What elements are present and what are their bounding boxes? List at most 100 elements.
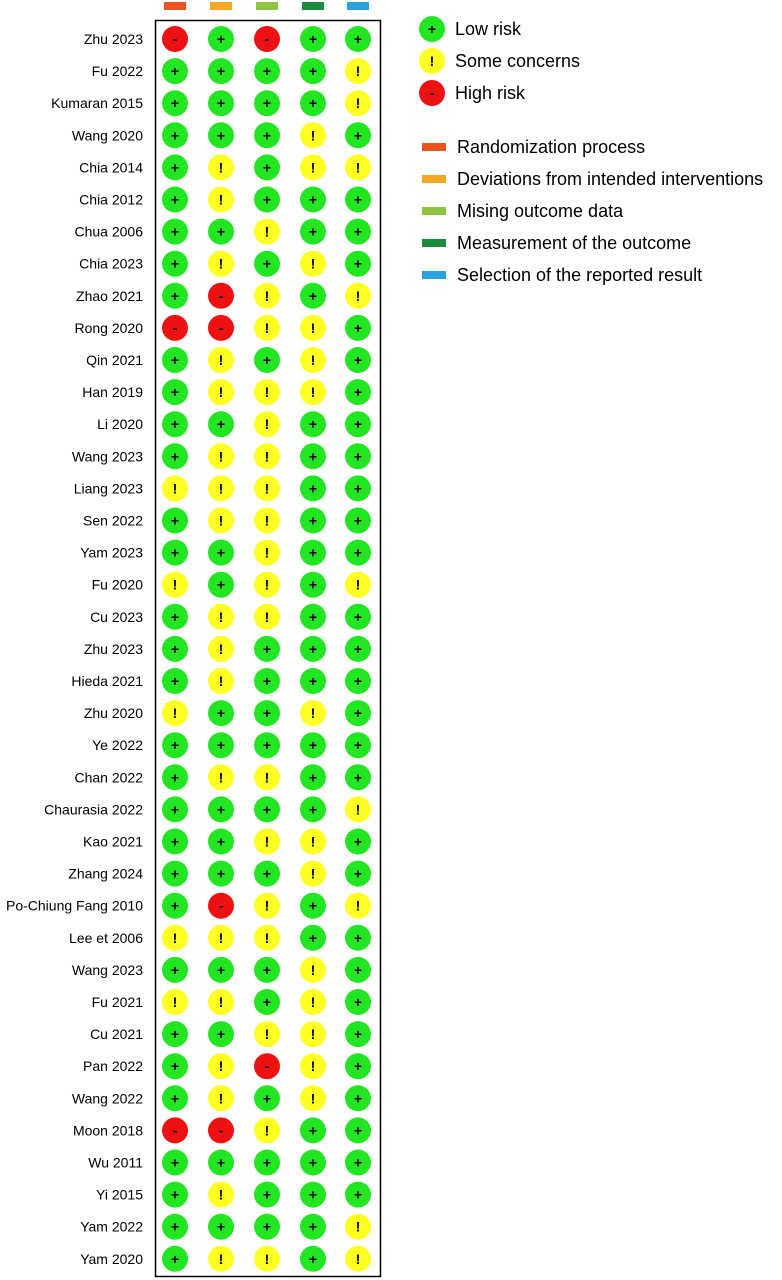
low-symbol: + xyxy=(309,513,317,529)
low-symbol: + xyxy=(309,224,317,240)
some-symbol: ! xyxy=(311,384,316,400)
low-circle xyxy=(162,411,188,438)
rating-dot-domain-3: ! xyxy=(254,411,280,438)
low-circle xyxy=(345,379,371,406)
low-symbol: + xyxy=(263,352,271,368)
low-symbol: + xyxy=(171,288,179,304)
rating-dot-domain-2: + xyxy=(208,26,234,52)
rating-dot-domain-5: + xyxy=(345,539,371,566)
low-circle xyxy=(208,411,234,438)
study-row: Wang 2023 + + +! + xyxy=(72,956,371,983)
low-circle xyxy=(208,122,234,149)
study-label: Chaurasia 2022 xyxy=(44,801,143,817)
rating-dot-domain-1: ! xyxy=(162,571,188,598)
legend-low-dot: + xyxy=(419,16,445,42)
low-symbol: + xyxy=(354,320,362,336)
low-symbol: + xyxy=(309,737,317,753)
rating-dot-domain-4: + xyxy=(300,796,326,823)
low-circle xyxy=(254,700,280,727)
rating-dot-domain-3: ! xyxy=(254,314,280,341)
some-circle xyxy=(208,1085,234,1112)
some-symbol: ! xyxy=(219,930,224,946)
low-circle xyxy=(345,539,371,566)
some-symbol: ! xyxy=(219,480,224,496)
study-label: Fu 2022 xyxy=(92,63,144,79)
low-symbol: + xyxy=(171,834,179,850)
low-circle xyxy=(254,635,280,662)
some-symbol: ! xyxy=(219,448,224,464)
study-row: Sen 2022 +!! + + xyxy=(83,507,371,534)
rating-dot-domain-5: + xyxy=(345,603,371,630)
some-circle xyxy=(345,154,371,181)
high-circle xyxy=(208,892,234,919)
rating-dot-domain-3: ! xyxy=(254,924,280,951)
rating-dot-domain-1: - xyxy=(162,314,188,341)
some-circle xyxy=(300,250,326,277)
low-symbol: + xyxy=(354,480,362,496)
study-row: Chia 2014 +! +!! xyxy=(79,154,371,181)
some-circle xyxy=(345,571,371,598)
rating-dot-domain-4: + xyxy=(300,90,326,117)
study-row: Fu 2021!! +! + xyxy=(92,989,371,1015)
low-circle xyxy=(162,764,188,791)
rating-dot-domain-5: + xyxy=(345,1053,371,1080)
some-symbol: ! xyxy=(265,320,270,336)
low-symbol: + xyxy=(171,866,179,882)
some-circle xyxy=(345,1245,371,1272)
rating-dot-domain-2: ! xyxy=(208,154,234,181)
rating-dot-domain-3: ! xyxy=(254,539,280,566)
low-symbol: + xyxy=(217,737,225,753)
study-row: Lee et 2006!!! + + xyxy=(69,924,371,951)
some-circle xyxy=(254,411,280,438)
rating-dot-domain-4: + xyxy=(300,892,326,919)
low-circle xyxy=(208,1021,234,1048)
low-circle xyxy=(345,828,371,855)
study-label: Cu 2023 xyxy=(90,609,143,625)
low-symbol: + xyxy=(263,1219,271,1235)
low-circle xyxy=(162,379,188,406)
rating-dot-domain-5: + xyxy=(345,860,371,887)
some-symbol: ! xyxy=(219,769,224,785)
domain-bar-3 xyxy=(256,2,278,10)
low-symbol: + xyxy=(217,1026,225,1042)
low-circle xyxy=(208,860,234,887)
domain-bar-5 xyxy=(347,2,369,10)
some-symbol: ! xyxy=(219,384,224,400)
low-circle xyxy=(300,571,326,598)
some-circle xyxy=(300,379,326,406)
study-row: Chia 2023 +! +! + xyxy=(79,250,371,277)
high-symbol: - xyxy=(219,288,224,304)
low-circle xyxy=(345,314,371,341)
low-symbol: + xyxy=(309,448,317,464)
high-symbol: - xyxy=(219,320,224,336)
low-symbol: + xyxy=(171,63,179,79)
low-symbol: + xyxy=(309,192,317,208)
rating-dot-domain-1: + xyxy=(162,603,188,630)
low-circle xyxy=(300,90,326,117)
low-symbol: + xyxy=(354,994,362,1010)
rating-dot-domain-5: + xyxy=(345,732,371,759)
some-symbol: ! xyxy=(265,480,270,496)
rating-dot-domain-4: ! xyxy=(300,700,326,727)
some-circle xyxy=(345,58,371,85)
rating-dot-domain-1: + xyxy=(162,1149,188,1176)
high-circle xyxy=(254,1053,280,1080)
some-circle xyxy=(208,603,234,630)
low-symbol: + xyxy=(263,641,271,657)
rating-dot-domain-2: + xyxy=(208,956,234,983)
some-circle xyxy=(208,250,234,277)
low-circle xyxy=(345,475,371,502)
low-symbol: + xyxy=(354,609,362,625)
some-circle xyxy=(162,989,188,1015)
study-row: Cu 2021 + +!! + xyxy=(90,1021,371,1048)
some-symbol: ! xyxy=(219,1090,224,1106)
rating-dot-domain-5: + xyxy=(345,989,371,1015)
rating-dot-domain-5: + xyxy=(345,507,371,534)
study-label: Wu 2011 xyxy=(88,1155,143,1171)
some-circle xyxy=(345,796,371,823)
some-symbol: ! xyxy=(311,994,316,1010)
some-symbol: ! xyxy=(356,898,361,914)
rating-dot-domain-2: + xyxy=(208,218,234,245)
rating-dot-domain-3: ! xyxy=(254,1117,280,1144)
low-circle xyxy=(208,218,234,245)
